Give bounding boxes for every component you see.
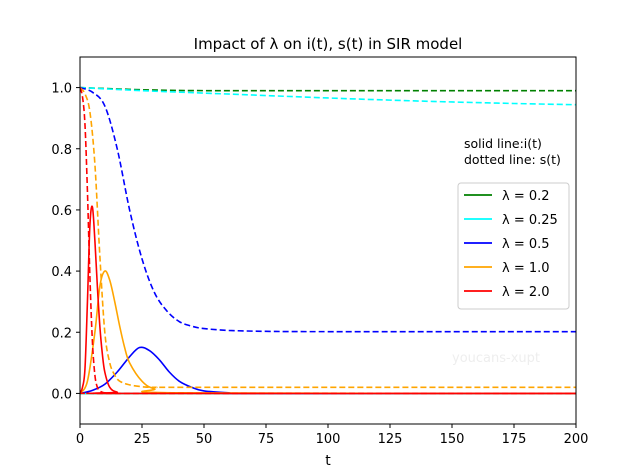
legend-entry: λ = 1.0: [502, 261, 550, 276]
y-tick-label: 0.6: [51, 204, 72, 219]
s-line-lambda-1-0: [80, 87, 576, 389]
x-tick-label: 150: [440, 432, 465, 447]
series-lines: [80, 86, 576, 395]
x-tick-label: 100: [316, 432, 341, 447]
legend-entry: λ = 0.25: [502, 213, 558, 228]
y-tick-label: 1.0: [51, 82, 72, 97]
x-tick-label: 25: [134, 432, 151, 447]
legend: λ = 0.2 λ = 0.25 λ = 0.5 λ = 1.0 λ = 2.0: [457, 182, 570, 310]
s-line-lambda-0-25: [80, 86, 576, 106]
legend-entry: λ = 0.5: [502, 237, 550, 252]
annotation-dotted-line: dotted line: s(t): [464, 152, 561, 167]
y-tick-label: 0.8: [51, 143, 72, 158]
chart-title: Impact of λ on i(t), s(t) in SIR model: [194, 35, 463, 53]
x-tick-label: 175: [502, 432, 527, 447]
x-axis-label: t: [325, 453, 331, 469]
legend-box: [457, 182, 570, 310]
y-axis: 0.0 0.2 0.4 0.6 0.8 1.0: [51, 82, 80, 402]
y-tick-label: 0.2: [51, 326, 72, 341]
annotation-solid-line: solid line:i(t): [464, 136, 542, 151]
s-line-lambda-0-5: [80, 86, 576, 333]
x-tick-label: 0: [76, 432, 84, 447]
x-tick-label: 50: [196, 432, 213, 447]
i-line-lambda-1-0: [80, 270, 576, 395]
x-tick-label: 200: [564, 432, 589, 447]
y-tick-label: 0.0: [51, 387, 72, 402]
legend-entry: λ = 2.0: [502, 285, 550, 300]
x-tick-label: 75: [258, 432, 275, 447]
x-tick-label: 125: [378, 432, 403, 447]
watermark: youcans-xupt: [452, 351, 540, 366]
legend-entry: λ = 0.2: [502, 189, 550, 204]
i-line-lambda-2-0: [80, 205, 576, 395]
x-axis: 0 25 50 75 100 125 150 175 200: [76, 424, 589, 447]
y-tick-label: 0.4: [51, 265, 72, 280]
s-line-lambda-0-2: [80, 86, 576, 92]
